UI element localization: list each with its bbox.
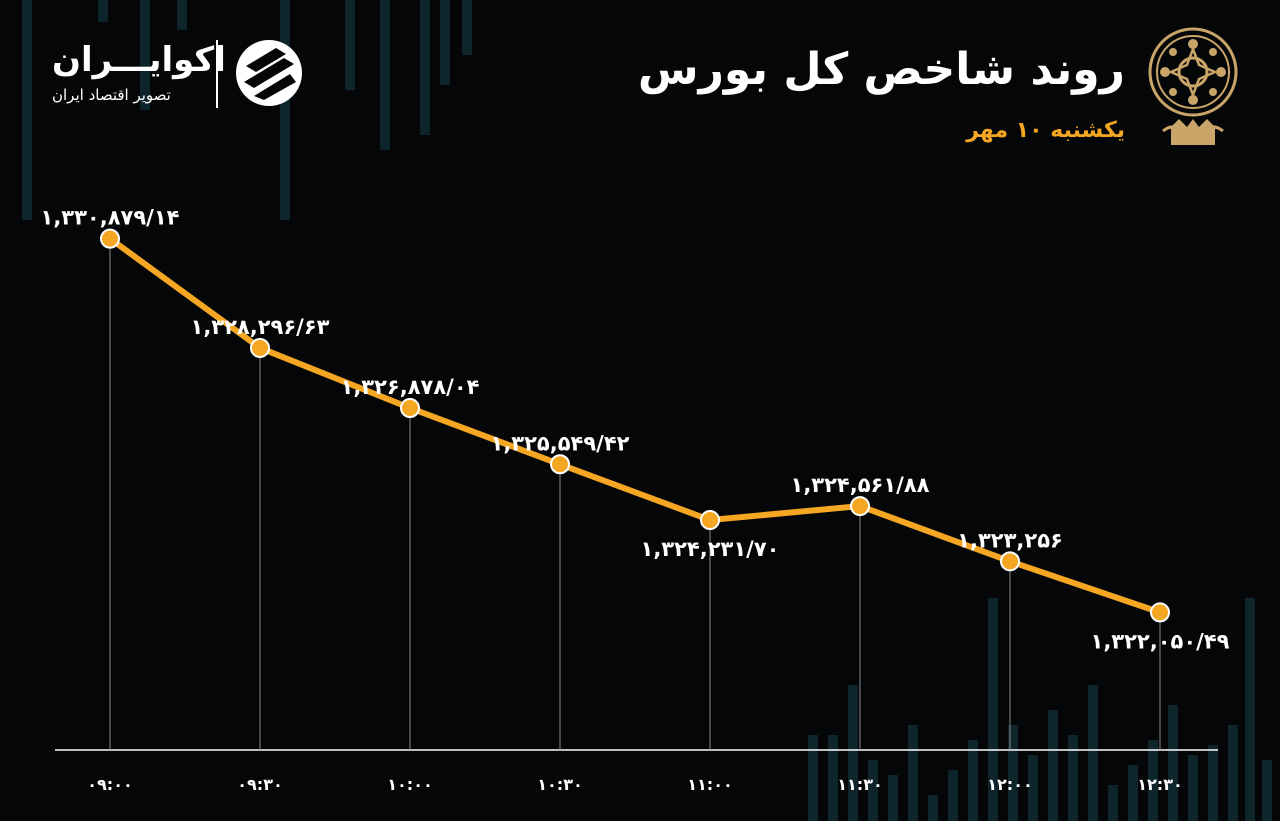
decor-bar — [380, 0, 390, 150]
decor-bar — [928, 795, 938, 821]
brand-divider — [216, 40, 218, 108]
x-tick-label: ۱۱:۳۰ — [837, 775, 882, 794]
decor-bar — [988, 598, 998, 821]
decor-bar — [177, 0, 187, 30]
decor-bar — [1168, 705, 1178, 821]
decor-bar — [808, 735, 818, 821]
data-label: ۱,۳۲۵,۵۴۹/۴۲ — [491, 431, 630, 455]
decor-bar — [888, 775, 898, 821]
data-point — [850, 496, 870, 517]
stock-exchange-seal-icon — [1148, 27, 1238, 145]
decor-bar — [345, 0, 355, 90]
x-tick-label: ۱۱:۰۰ — [687, 775, 732, 794]
decor-bar — [1108, 785, 1118, 821]
decor-bar — [22, 0, 32, 220]
decor-bar — [828, 735, 838, 821]
x-tick-label: ۰۹:۰۰ — [87, 775, 132, 794]
decor-bar — [1088, 685, 1098, 821]
decor-bar — [908, 725, 918, 821]
decor-bar — [98, 0, 108, 22]
decor-bar — [1208, 745, 1218, 821]
x-tick-label: ۱۰:۳۰ — [537, 775, 582, 794]
data-point — [400, 398, 420, 419]
x-tick-label: ۱۲:۰۰ — [987, 775, 1032, 794]
decor-bar — [1128, 765, 1138, 821]
chart-title: روند شاخص کل بورس — [637, 44, 1125, 95]
data-label: ۱,۳۲۶,۸۷۸/۰۴ — [341, 375, 480, 399]
data-point — [1000, 551, 1020, 572]
data-point — [100, 228, 120, 249]
data-label: ۱,۳۲۸,۲۹۶/۶۳ — [191, 315, 330, 339]
decor-bar — [140, 0, 150, 110]
x-tick-label: ۱۰:۰۰ — [387, 775, 432, 794]
data-label: ۱,۳۲۲,۰۵۰/۴۹ — [1091, 629, 1230, 653]
decor-bar — [280, 0, 290, 220]
x-tick-label: ۱۲:۳۰ — [1137, 775, 1182, 794]
data-point — [250, 337, 270, 358]
decor-bar — [1068, 735, 1078, 821]
data-label: ۱,۳۲۴,۵۶۱/۸۸ — [791, 473, 930, 497]
decor-bar — [1188, 755, 1198, 821]
decor-bar — [420, 0, 430, 135]
data-label: ۱,۳۲۴,۲۳۱/۷۰ — [641, 537, 780, 561]
decor-bar — [1228, 725, 1238, 821]
decor-bar — [1028, 755, 1038, 821]
brand-tagline: تصویر اقتصاد ایران — [52, 86, 171, 104]
chart-subtitle: یکشنبه ۱۰ مهر — [966, 118, 1125, 143]
decor-bar — [948, 770, 958, 821]
decor-bar — [868, 760, 878, 821]
decor-bar — [440, 0, 450, 85]
decor-bar — [1262, 760, 1272, 821]
decor-bar — [1048, 710, 1058, 821]
decor-bar — [462, 0, 472, 55]
decor-bar — [1245, 598, 1255, 821]
brand-name: اکوایـــران — [52, 40, 226, 80]
data-label: ۱,۳۳۰,۸۷۹/۱۴ — [41, 206, 180, 230]
series-line — [107, 235, 1163, 616]
data-point — [1150, 602, 1170, 623]
data-point — [550, 454, 570, 475]
data-label: ۱,۳۲۳,۲۵۶ — [957, 528, 1063, 552]
decor-bar — [968, 740, 978, 821]
ecoiran-logo-icon — [236, 40, 302, 106]
data-point — [700, 510, 720, 531]
decor-bar — [848, 685, 858, 821]
x-tick-label: ۰۹:۳۰ — [237, 775, 282, 794]
decor-bar — [1008, 725, 1018, 821]
decor-bar — [1148, 740, 1158, 821]
